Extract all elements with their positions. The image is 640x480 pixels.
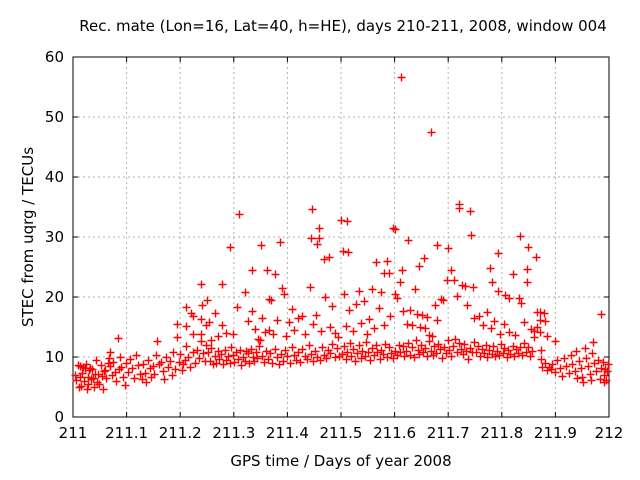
y-tick-label: 30 (45, 228, 64, 246)
y-axis-label: STEC from uqrg / TECUs (19, 147, 37, 327)
x-tick-label: 211.4 (266, 424, 309, 442)
x-tick-label: 211.3 (212, 424, 255, 442)
y-tick-label: 40 (45, 168, 64, 186)
y-tick-label: 10 (45, 348, 64, 366)
x-tick-label: 211 (59, 424, 88, 442)
y-tick-label: 50 (45, 108, 64, 126)
x-tick-label: 211.9 (534, 424, 577, 442)
tick-labels-layer: 211 211.1 211.2 211.3 211.4 211.5 211.6 211.7 21… (45, 48, 623, 442)
x-tick-label: 211.2 (159, 424, 202, 442)
x-tick-label: 211.7 (427, 424, 470, 442)
plot-border (72, 56, 610, 418)
x-tick-label: 211.8 (480, 424, 523, 442)
x-tick-label: 211.1 (105, 424, 148, 442)
y-tick-label: 20 (45, 288, 64, 306)
y-tick-label: 60 (45, 48, 64, 66)
chart-title: Rec. mate (Lon=16, Lat=40, h=HE), days 2… (79, 17, 607, 35)
scatter-points (71, 73, 613, 394)
x-axis-label: GPS time / Days of year 2008 (230, 452, 451, 470)
x-tick-label: 211.5 (320, 424, 363, 442)
x-tick-label: 212 (595, 424, 624, 442)
x-tick-label: 211.6 (373, 424, 416, 442)
y-tick-label: 0 (54, 408, 64, 426)
